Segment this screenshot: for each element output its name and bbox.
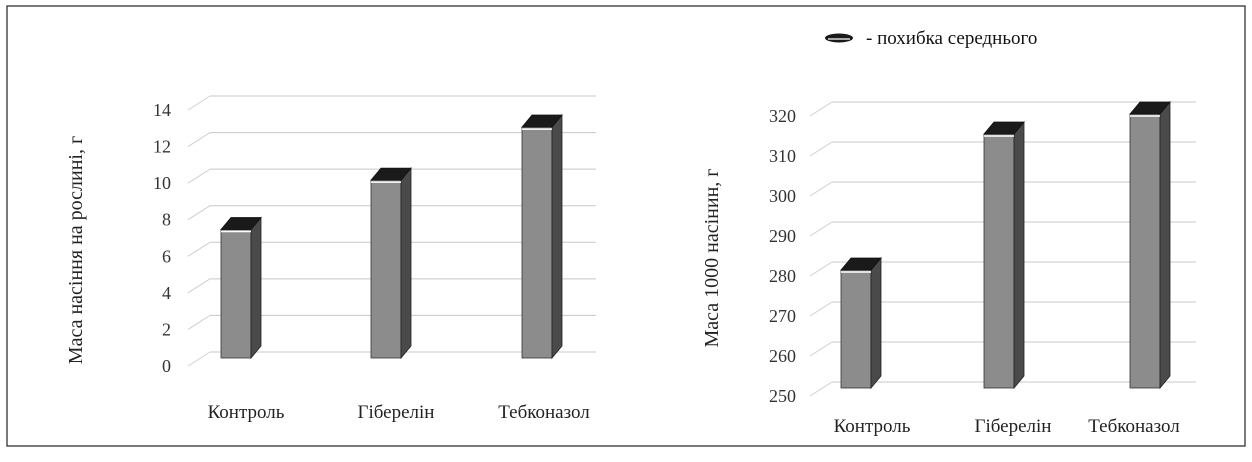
x-tick-label: Гіберелін <box>975 416 1052 437</box>
y-tick-label: 280 <box>769 266 796 286</box>
y-tick-label: 2 <box>162 319 171 339</box>
bar-front <box>983 133 1015 389</box>
y-tick-label: 4 <box>162 283 171 303</box>
error-cap <box>370 167 412 181</box>
grid-depth-line <box>187 95 211 111</box>
bar-0 <box>840 256 882 390</box>
grid-depth-line <box>187 132 211 147</box>
bar-side <box>1159 100 1171 390</box>
grid-depth-line <box>809 181 833 197</box>
bar-2 <box>521 113 563 360</box>
bar-1 <box>370 167 412 360</box>
legend-cap-swatch <box>825 33 853 43</box>
bars <box>840 100 1171 390</box>
grid-depth-line <box>187 205 211 221</box>
x-tick-labels: Контроль Гіберелін Тебконазол <box>834 416 1181 437</box>
grid-depth-line <box>809 101 833 117</box>
grid-depth-line <box>187 315 211 330</box>
bar-2 <box>1129 100 1171 390</box>
y-tick-label: 300 <box>769 186 796 206</box>
grid-depth-line <box>809 381 833 397</box>
bar-1 <box>983 120 1025 390</box>
figure-border <box>6 5 1246 447</box>
bar-front <box>1129 113 1161 389</box>
grid-depth-line <box>809 221 833 237</box>
y-tick-label: 0 <box>162 356 171 376</box>
bar-side <box>400 167 412 360</box>
bar-side <box>551 113 563 360</box>
y-tick-label: 320 <box>769 106 796 126</box>
y-tick-label: 10 <box>153 173 171 193</box>
grid-depth-line <box>809 301 833 317</box>
x-tick-label: Гіберелін <box>358 402 435 423</box>
legend: - похибка середнього <box>825 28 1037 49</box>
y-axis-label: Маса насіння на рослині, г <box>65 136 87 364</box>
y-tick-label: 8 <box>162 210 171 230</box>
bar-front <box>840 269 872 389</box>
y-tick-label: 250 <box>769 386 796 406</box>
error-cap <box>840 257 882 271</box>
x-tick-label: Контроль <box>208 402 285 423</box>
grid-depth-line <box>809 261 833 277</box>
y-axis-label: Маса 1000 насінин, г <box>701 169 723 348</box>
grid-depth-line <box>187 168 211 184</box>
y-tick-label: 260 <box>769 346 796 366</box>
legend-label: - похибка середнього <box>866 28 1037 49</box>
grid-depth-line <box>187 278 211 294</box>
x-tick-label: Тебконазол <box>498 402 590 423</box>
grid-depth-line <box>187 351 211 367</box>
grid-depth-line <box>809 141 833 157</box>
chart-thousand-seed-mass: 250 260 270 280 290 300 310 320 Контроль Гіберел… <box>701 100 1196 437</box>
error-cap <box>1129 101 1171 115</box>
y-tick-label: 6 <box>162 246 171 266</box>
y-tick-labels: 0 2 4 6 8 10 12 14 <box>153 100 171 376</box>
bar-front <box>521 126 553 359</box>
y-tick-label: 290 <box>769 226 796 246</box>
grid-depth-line <box>187 241 211 257</box>
error-cap <box>983 121 1025 135</box>
bar-side <box>1013 120 1025 390</box>
bar-front <box>220 229 252 359</box>
bar-side <box>250 216 262 360</box>
x-tick-labels: Контроль Гіберелін Тебконазол <box>208 402 591 423</box>
x-tick-label: Контроль <box>834 416 911 437</box>
grid-depth-line <box>809 341 833 357</box>
y-tick-label: 270 <box>769 306 796 326</box>
bar-0 <box>220 216 262 360</box>
x-tick-label: Тебконазол <box>1088 416 1180 437</box>
y-tick-labels: 250 260 270 280 290 300 310 320 <box>769 106 796 406</box>
y-tick-label: 310 <box>769 146 796 166</box>
error-cap <box>220 217 262 230</box>
bar-front <box>370 179 402 359</box>
y-tick-label: 14 <box>153 100 171 120</box>
error-cap <box>521 114 563 128</box>
bars <box>220 113 563 360</box>
y-tick-label: 12 <box>153 137 171 157</box>
bar-side <box>870 256 882 390</box>
